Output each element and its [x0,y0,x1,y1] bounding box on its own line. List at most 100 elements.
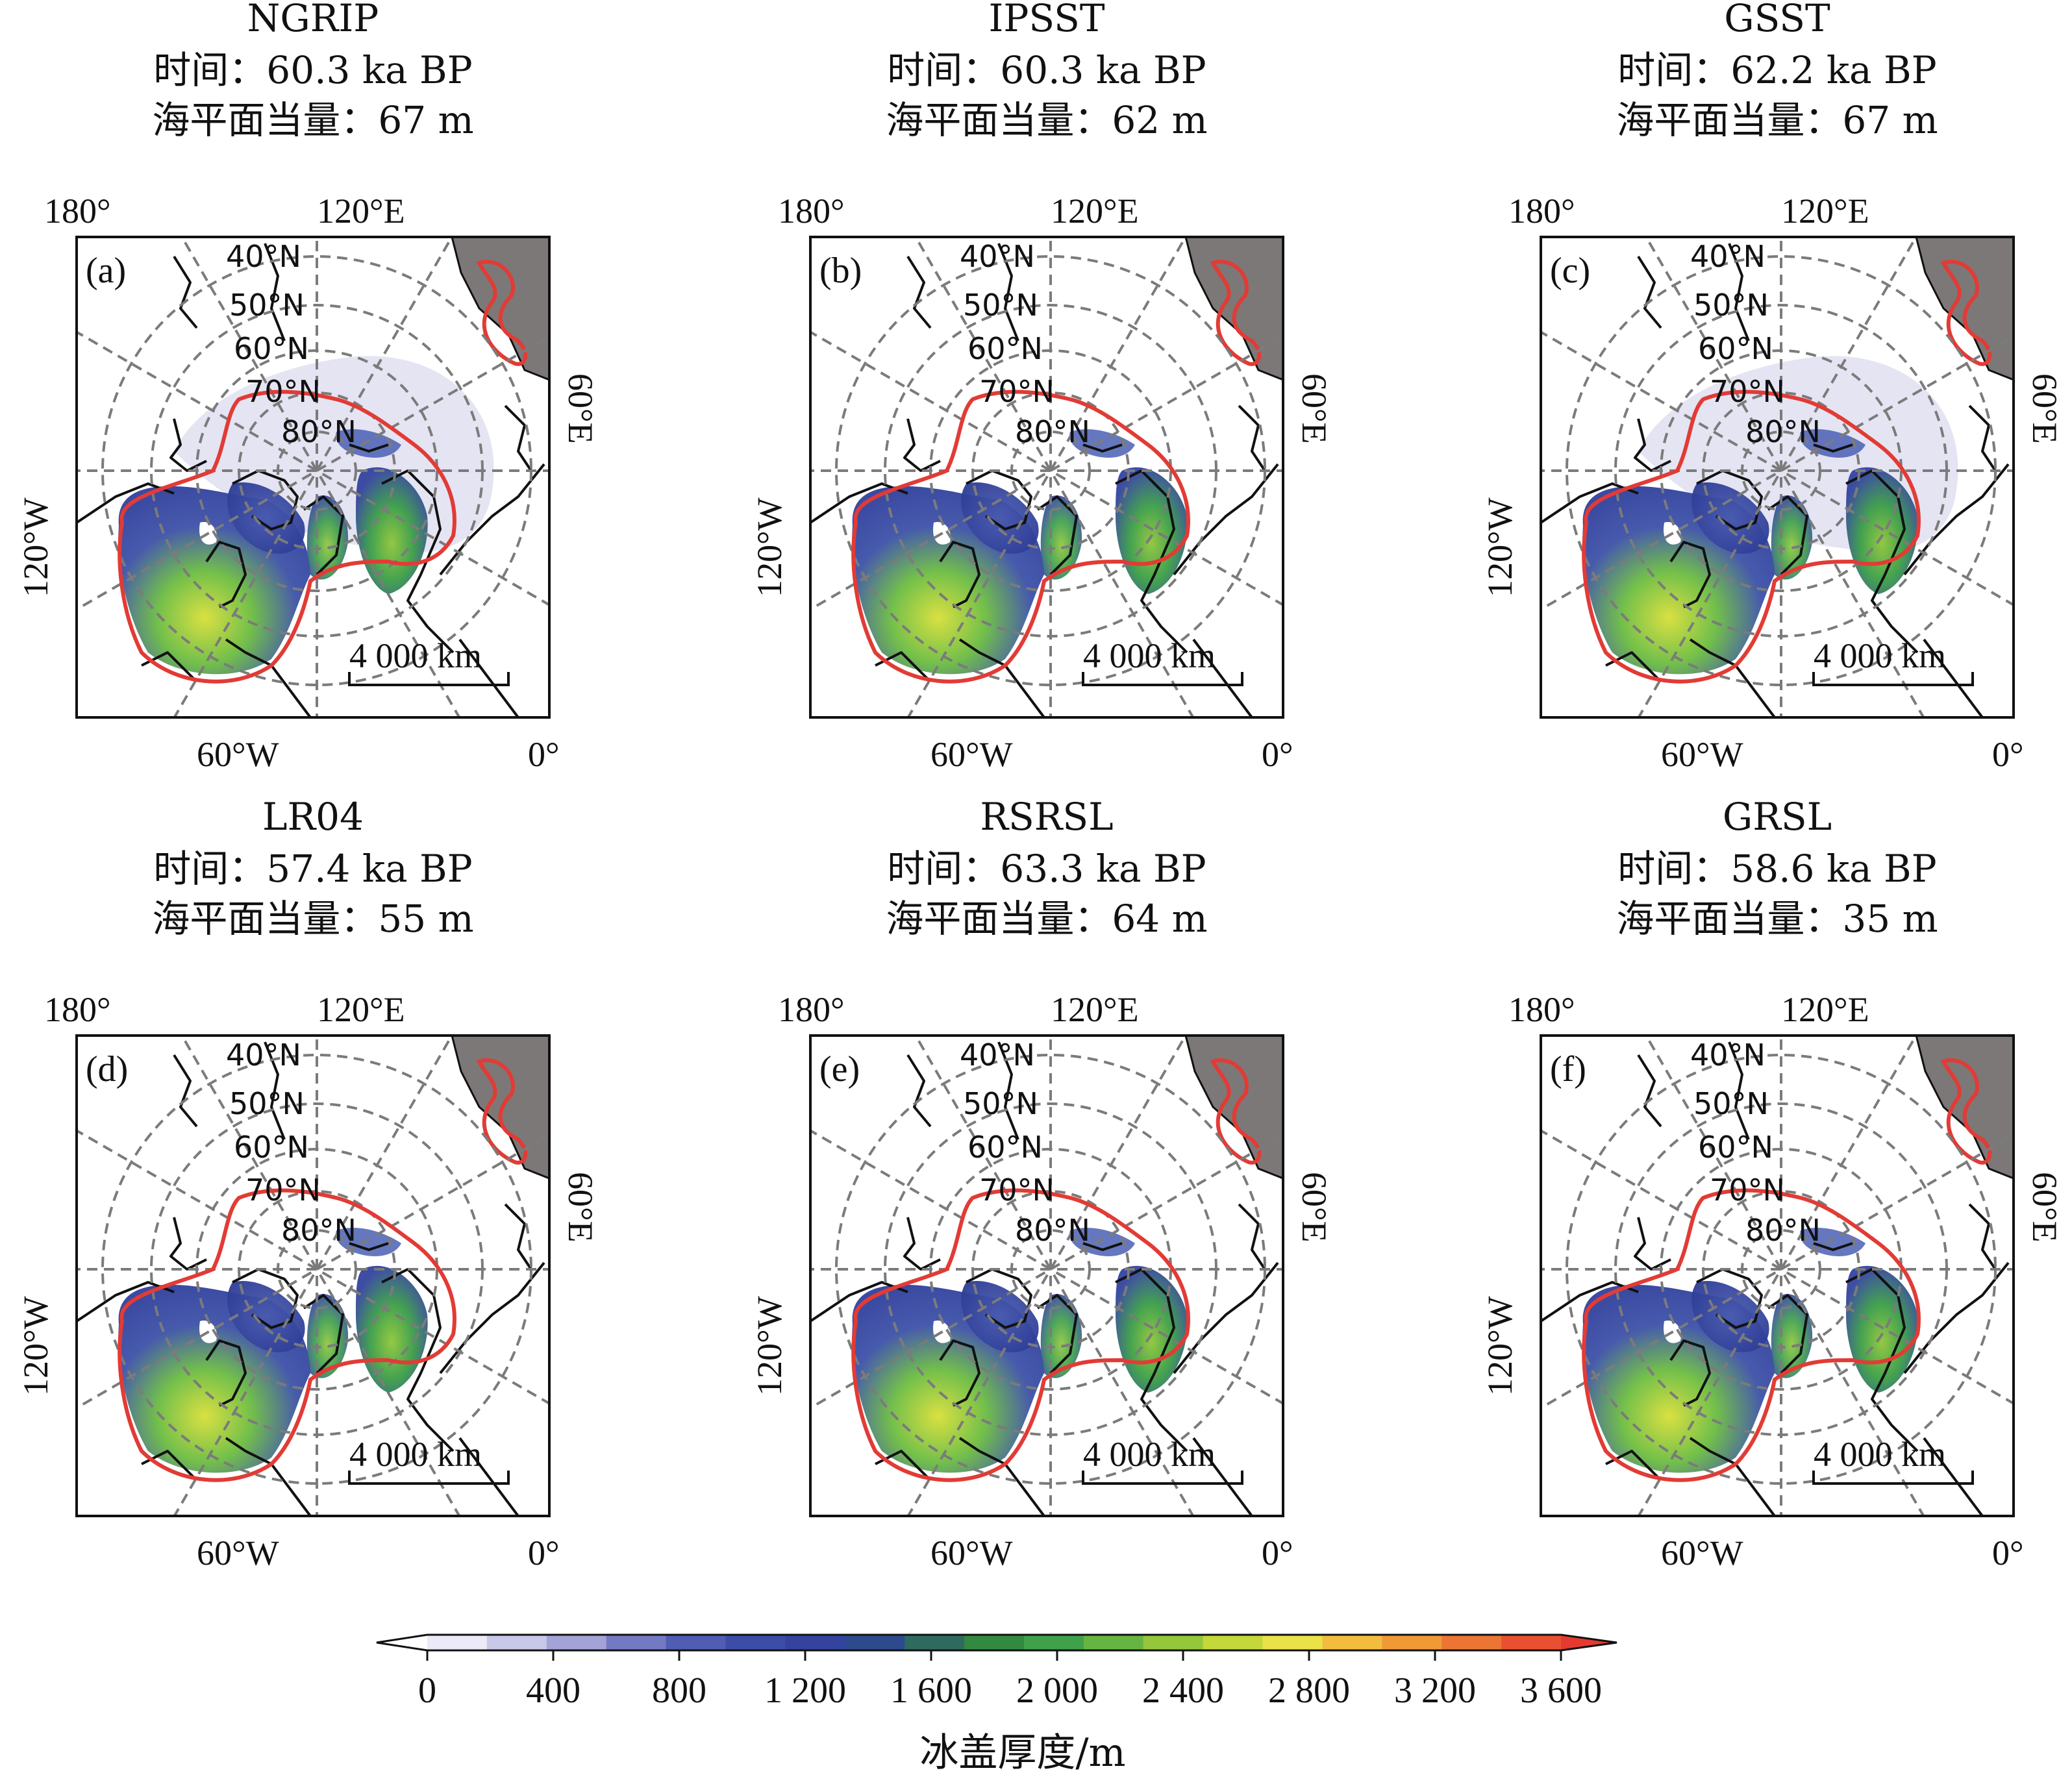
ice-extent-outline [1582,390,1921,684]
coastline [381,469,455,654]
land-patch-ice-outline [1940,260,1992,366]
panel-letter: (f) [1550,1049,1586,1089]
lon-label-0: 0° [1262,1533,1293,1572]
panel-sea-level-equivalent: 海平面当量：64 m [886,897,1207,941]
scale-bar [348,1471,510,1485]
map-area: 40°N 50°N 60°N 70°N 80°N (c) 4 000 km [1541,237,2014,717]
coastline [1082,443,1123,453]
map-area: 40°N 50°N 60°N 70°N 80°N (f) 4 000 km [1541,1036,2014,1516]
land-patch-ice-outline [476,1058,528,1165]
latitude-label: 60°N [234,331,309,366]
coastline [997,243,1019,341]
colorbar-over-triangle [1561,1635,1617,1650]
latitude-label: 60°N [967,1130,1043,1165]
graticule [77,1036,549,1516]
coastline [906,1054,932,1128]
coastline [906,255,932,329]
lon-label-180: 180° [1508,192,1575,230]
map-frame [75,1034,551,1517]
coastline [1813,1242,1853,1251]
lon-label-120e: 120°E [1051,990,1139,1029]
map-panel-f: GRSL 时间：58.6 ka BP 海平面当量：35 m 40°N 50°N 60°N 7… [1480,795,2064,1572]
panel-sea-level-equivalent: 海平面当量：67 m [1616,98,1938,142]
latitude-label: 80°N [1745,1213,1821,1248]
colorbar-tick-label: 800 [652,1670,706,1711]
lon-label-60e: 60°E [1295,373,1334,444]
lon-label-120w: 120°W [750,497,789,597]
lon-label-120w: 120°W [16,1296,55,1396]
lon-label-60e: 60°E [561,373,600,444]
latitude-label: 50°N [229,288,305,323]
colorbar-title: 冰盖厚度/m [919,1730,1125,1776]
panel-time: 时间：62.2 ka BP [1617,48,1936,92]
scale-bar [348,672,510,686]
panel-letter: (c) [1550,251,1590,291]
panel-letter: (d) [86,1049,128,1089]
coastline [939,541,980,608]
coastline [939,1339,980,1407]
lon-label-60w: 60°W [1661,1533,1743,1572]
colorbar-cell [606,1635,667,1650]
panel-title: LR04 [262,795,364,839]
panel-title: RSRSL [980,795,1113,839]
lon-label-60w: 60°W [930,1533,1013,1572]
graticule [1541,237,2014,717]
coastline [264,243,286,341]
coastline [1192,1437,1253,1516]
graticule [810,1036,1283,1516]
panel-letter: (a) [86,251,126,291]
coastline [903,418,941,472]
coastline [1238,1203,1266,1271]
lon-label-120w: 120°W [750,1296,789,1396]
latitude-label: 60°N [234,1130,309,1165]
panel-time: 时间：60.3 ka BP [153,48,472,92]
colorbar-cell [1143,1635,1204,1650]
land-patch-ice-outline [1210,1058,1262,1165]
latitude-label: 40°N [960,239,1035,274]
lon-label-60e: 60°E [2025,373,2064,444]
panel-sea-level-equivalent: 海平面当量：67 m [152,98,473,142]
ice-extent-outline [118,1188,456,1482]
panel-sea-level-equivalent: 海平面当量：62 m [886,98,1207,142]
colorbar-cell [1501,1635,1562,1650]
colorbar-cell [1322,1635,1382,1650]
coastline [504,1203,532,1271]
lon-label-120w: 120°W [1480,497,1519,597]
coastline [458,638,519,717]
meridian [1541,334,2014,611]
scale-bar-label: 4 000 km [1083,1435,1216,1474]
colorbar-tick-label: 400 [526,1670,580,1711]
colorbar-cell [1203,1635,1264,1650]
colorbar-cell [546,1635,607,1650]
colorbar-cell [486,1635,547,1650]
scale-bar-label: 4 000 km [1083,636,1216,675]
ice-extent-outline [1582,1188,1921,1482]
coastline [1115,1268,1188,1452]
colorbar-cell [1442,1635,1502,1650]
panel-time: 时间：60.3 ka BP [887,48,1206,92]
coastline [1192,638,1253,717]
coastline [264,1041,286,1140]
lon-label-120e: 120°E [1051,192,1139,230]
coastline [169,1217,207,1271]
lon-label-0: 0° [528,1533,560,1572]
latitude-label: 70°N [979,374,1055,409]
coastline [349,443,389,453]
panel-time: 时间：58.6 ka BP [1617,847,1936,891]
coastline [1634,418,1671,472]
latitude-label: 60°N [1698,1130,1773,1165]
latitude-label: 70°N [245,374,321,409]
latitude-label: 40°N [226,1037,301,1073]
colorbar-cell [785,1635,845,1650]
lon-label-60w: 60°W [197,1533,279,1572]
coastline [1845,1268,1919,1452]
colorbar-tick-label: 3 600 [1520,1670,1602,1711]
lon-label-120e: 120°E [1781,192,1869,230]
latitude-label: 50°N [229,1086,305,1121]
coastline [997,1041,1019,1140]
colorbar-cell [905,1635,965,1650]
coastline [1728,243,1750,341]
coastline [169,418,207,472]
colorbar-cell [666,1635,726,1650]
scale-bar-label: 4 000 km [349,1435,482,1474]
